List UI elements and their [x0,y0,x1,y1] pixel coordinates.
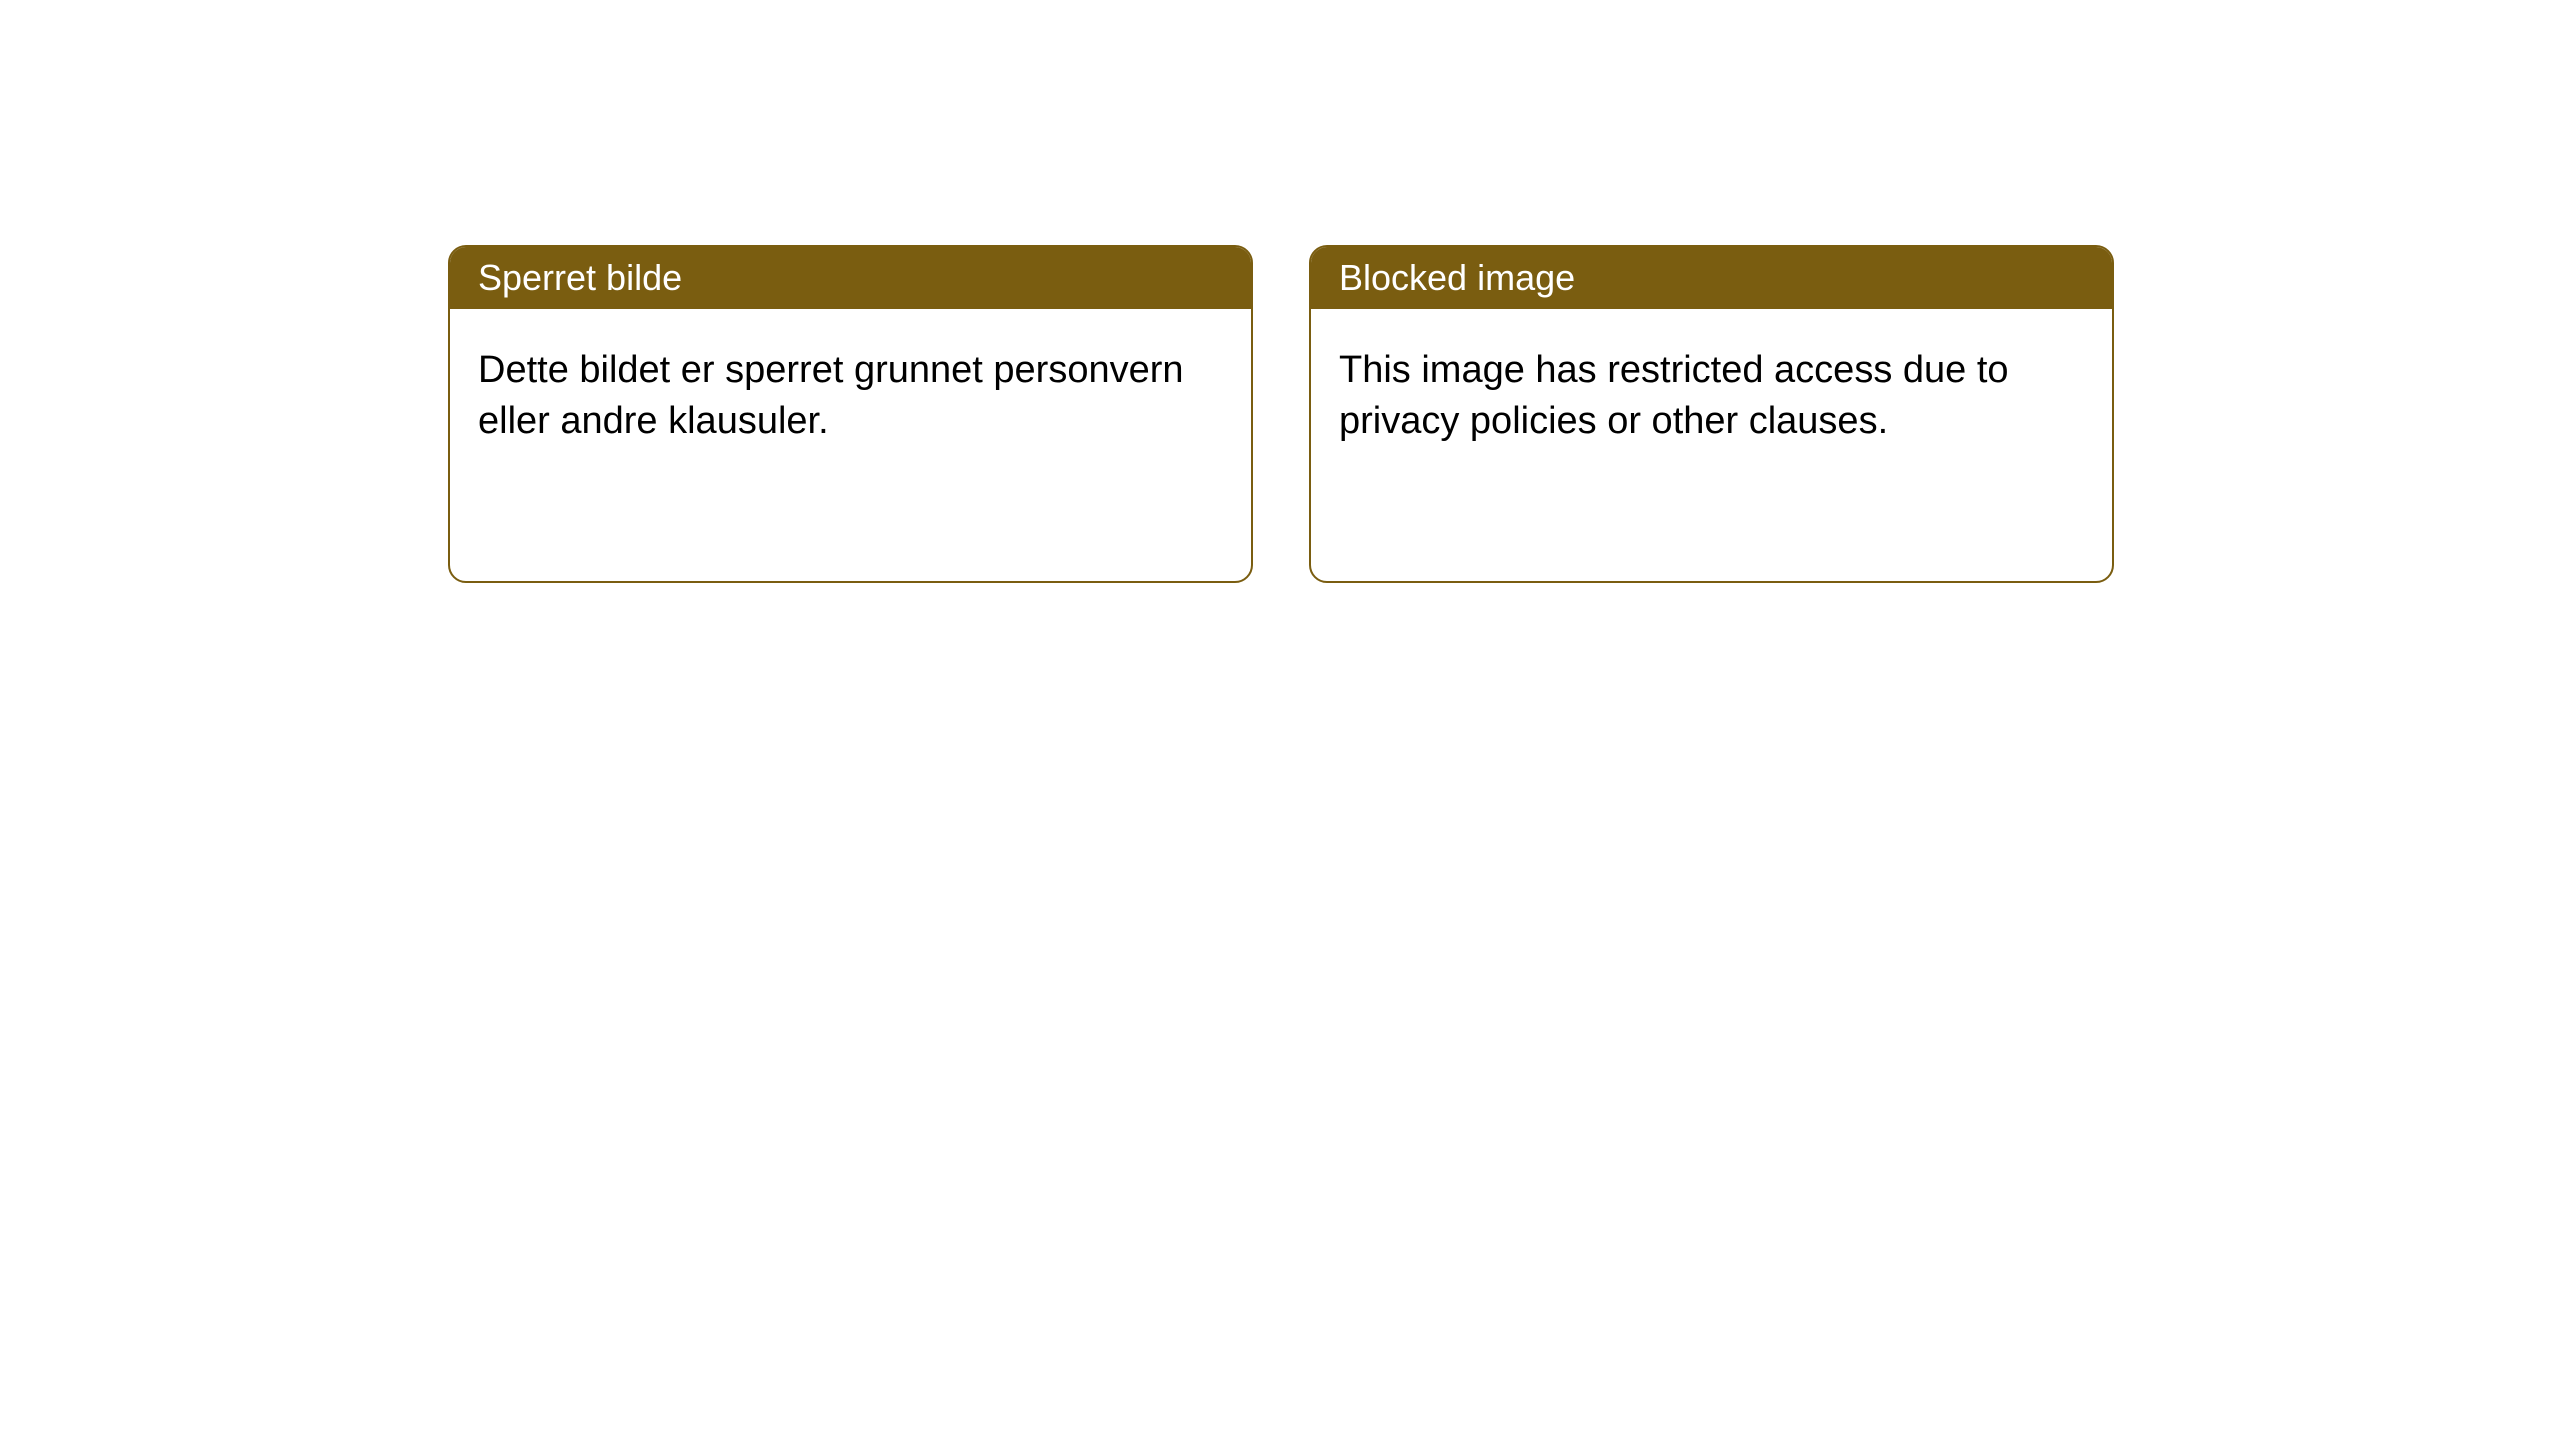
notice-header: Blocked image [1311,247,2112,309]
notice-body: This image has restricted access due to … [1311,309,2112,484]
notice-header: Sperret bilde [450,247,1251,309]
notice-box-english: Blocked image This image has restricted … [1309,245,2114,583]
notice-container: Sperret bilde Dette bildet er sperret gr… [448,245,2114,583]
notice-body: Dette bildet er sperret grunnet personve… [450,309,1251,484]
notice-box-norwegian: Sperret bilde Dette bildet er sperret gr… [448,245,1253,583]
